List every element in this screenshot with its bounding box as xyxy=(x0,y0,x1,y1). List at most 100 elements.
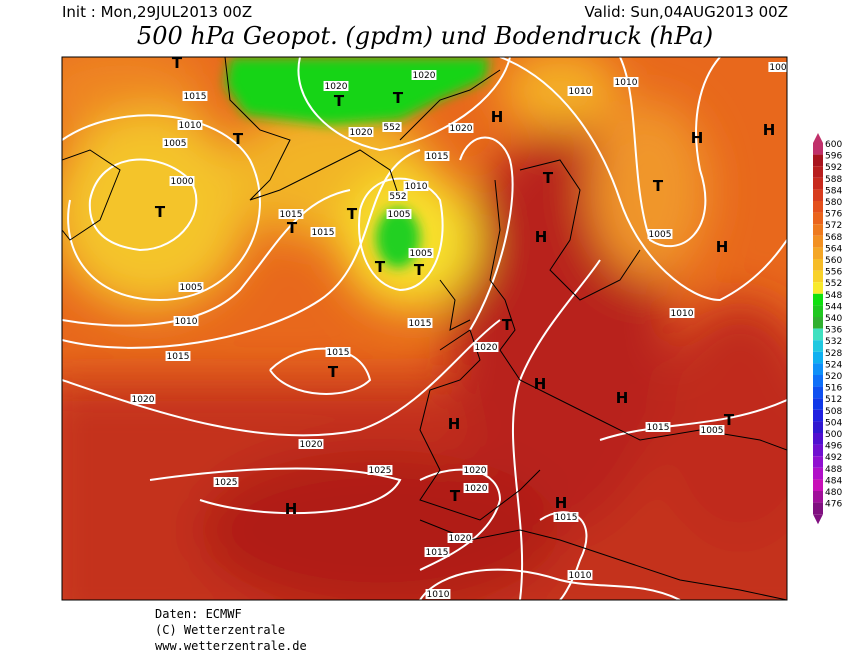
colorbar-label: 552 xyxy=(825,279,842,289)
colorbar-label: 528 xyxy=(825,349,842,359)
isobar-label: 1010 xyxy=(427,590,450,600)
isobar-label-box xyxy=(447,533,473,543)
colorbar-label: 576 xyxy=(825,210,842,220)
init-time: Init : Mon,29JUL2013 00Z xyxy=(62,3,252,21)
pressure-system: T xyxy=(502,316,513,334)
isobar-label-box xyxy=(462,465,488,475)
colorbar-label: 584 xyxy=(825,186,842,196)
isobar-label: 1015 xyxy=(327,348,350,358)
colorbar-swatch xyxy=(813,328,823,341)
pressure-system: T xyxy=(347,205,358,223)
isobar-label: 1015 xyxy=(167,352,190,362)
colorbar-swatch xyxy=(813,282,823,294)
height-field xyxy=(62,57,787,600)
colorbar-label: 516 xyxy=(825,384,842,394)
colorbar-label: 524 xyxy=(825,360,842,370)
colorbar-label: 480 xyxy=(825,488,842,498)
colorbar-swatch xyxy=(813,375,823,387)
pressure-system: T xyxy=(393,89,404,107)
colorbar-swatch xyxy=(813,305,823,317)
colorbar-label: 564 xyxy=(825,244,842,254)
colorbar-swatch xyxy=(813,340,823,352)
isobar-label: 1015 xyxy=(409,319,432,329)
colorbar-swatch xyxy=(813,317,823,329)
isobar-label: 1020 xyxy=(325,82,348,92)
isobar-label-box xyxy=(298,439,324,449)
colorbar-label: 540 xyxy=(825,314,842,324)
isobars xyxy=(62,57,787,600)
isobar-label: 1020 xyxy=(450,124,473,134)
isobar-label: 1020 xyxy=(350,128,373,138)
isobar-label: 1020 xyxy=(413,71,436,81)
isobar-label-box xyxy=(669,308,695,318)
isobar-label-box xyxy=(425,589,451,599)
pressure-system: H xyxy=(763,121,776,139)
isobar-label: 1005 xyxy=(180,283,203,293)
valid-time: Valid: Sun,04AUG2013 00Z xyxy=(584,3,788,21)
colorbar-swatch xyxy=(813,247,823,259)
colorbar-label: 484 xyxy=(825,476,842,486)
colorbar-label: 548 xyxy=(825,291,842,301)
pressure-system: T xyxy=(172,54,183,72)
footer-url: www.wetterzentrale.de xyxy=(155,639,307,653)
pressure-system: T xyxy=(724,411,735,429)
isobar-label: 552 xyxy=(383,123,400,133)
colorbar-label: 508 xyxy=(825,407,842,417)
isobar-label-box xyxy=(567,86,593,96)
colorbar-label: 556 xyxy=(825,268,842,278)
pressure-system: H xyxy=(716,238,729,256)
colorbar-label: 492 xyxy=(825,453,842,463)
colorbar-swatch xyxy=(813,293,823,306)
colorbar-swatch xyxy=(813,467,823,480)
isobar-label: 1010 xyxy=(671,309,694,319)
colorbar-swatch xyxy=(813,177,823,190)
isobar-label: 1015 xyxy=(184,92,207,102)
isobar-label-box xyxy=(367,465,393,475)
isobar-label-box xyxy=(408,248,434,258)
isobar-label-box xyxy=(647,229,673,239)
isobar-label-box xyxy=(169,176,195,186)
isobar-label-box xyxy=(177,120,203,130)
isobar-label: 1015 xyxy=(426,548,449,558)
pressure-system: T xyxy=(653,177,664,195)
colorbar-label: 544 xyxy=(825,302,842,312)
isobar-label: 1010 xyxy=(569,571,592,581)
colorbar-swatch xyxy=(813,201,823,213)
pressure-system: T xyxy=(334,92,345,110)
pressure-system: T xyxy=(287,219,298,237)
colorbar-swatch xyxy=(813,166,823,178)
isobar-label-box xyxy=(424,151,450,161)
isobar-label: 1020 xyxy=(132,395,155,405)
isobar-label-box xyxy=(645,422,671,432)
isobar-label: 1020 xyxy=(449,534,472,544)
isobar-label-box xyxy=(448,123,474,133)
pressure-system: T xyxy=(155,203,166,221)
colorbar-swatch xyxy=(813,433,823,445)
colorbar-swatch xyxy=(813,502,823,515)
isobar-label-box xyxy=(213,477,239,487)
map-frame xyxy=(61,56,788,601)
colorbar-swatch xyxy=(813,363,823,375)
colorbar-label: 504 xyxy=(825,418,842,428)
isobar-label: 1010 xyxy=(179,121,202,131)
isobar-label: 1015 xyxy=(426,152,449,162)
isobar-label-box xyxy=(403,181,429,191)
isobar-label-box xyxy=(411,70,437,80)
isobar-label: 1025 xyxy=(369,466,392,476)
colorbar-label: 488 xyxy=(825,465,842,475)
colorbar-label: 592 xyxy=(825,163,842,173)
isobar-label-box xyxy=(768,62,787,72)
isobar-label: 1020 xyxy=(475,343,498,353)
isobar-label-box xyxy=(310,227,336,237)
map-area: 1015101010051000100510101015102010201025… xyxy=(62,54,787,600)
isobar-label-box xyxy=(178,282,204,292)
isobar-labels: 1015101010051000100510101015102010201025… xyxy=(130,62,787,600)
isobar-label-box xyxy=(553,512,579,522)
isobar-label: 552 xyxy=(389,192,406,202)
isobar-label: 1010 xyxy=(175,317,198,327)
colorbar-swatch xyxy=(813,456,823,468)
colorbar-label: 512 xyxy=(825,395,842,405)
colorbar-label: 600 xyxy=(825,140,842,150)
pressure-system: T xyxy=(450,487,461,505)
